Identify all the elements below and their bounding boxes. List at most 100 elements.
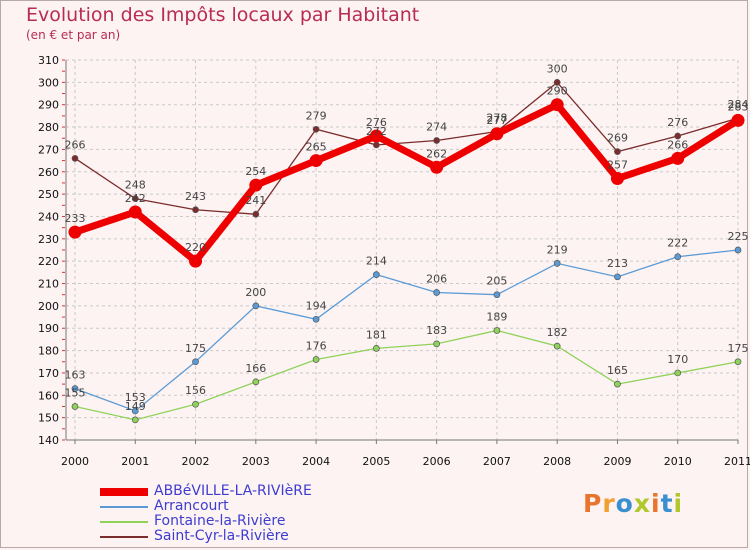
data-point <box>309 154 323 168</box>
data-label: 266 <box>667 138 688 151</box>
data-point <box>553 260 561 267</box>
legend-swatch <box>100 521 148 523</box>
data-point <box>373 271 380 278</box>
y-tick-label: 260 <box>38 166 59 179</box>
series-line <box>74 249 739 412</box>
y-tick-label: 220 <box>38 255 59 268</box>
data-point <box>674 253 682 261</box>
data-point <box>252 302 260 310</box>
data-label: 222 <box>667 237 688 250</box>
data-label: 242 <box>125 192 146 205</box>
data-label: 278 <box>486 112 507 125</box>
data-label: 149 <box>125 400 146 413</box>
data-point <box>68 225 82 239</box>
data-label: 272 <box>366 125 387 138</box>
data-label: 262 <box>426 147 447 160</box>
data-point <box>493 291 501 299</box>
data-point <box>192 206 199 214</box>
y-tick-label: 150 <box>38 412 59 425</box>
data-point <box>731 113 745 127</box>
logo-letter: i <box>651 489 661 518</box>
data-point <box>550 98 564 112</box>
data-label: 248 <box>125 179 146 192</box>
y-tick-label: 210 <box>38 278 59 291</box>
data-label: 220 <box>185 241 206 254</box>
line-chart: 140 150 160 170 180 190 200 210 220 230 240 250 260 2… <box>38 54 750 468</box>
x-tick-label: 2007 <box>483 455 511 468</box>
data-point <box>433 137 440 144</box>
data-label: 254 <box>245 165 266 178</box>
x-tick-label: 2005 <box>362 455 390 468</box>
series-line <box>74 329 739 421</box>
data-point <box>553 79 561 86</box>
data-label: 213 <box>607 257 628 270</box>
data-point <box>373 345 380 352</box>
data-point <box>131 416 139 424</box>
data-label: 166 <box>245 362 266 375</box>
data-label: 269 <box>607 132 628 145</box>
legend-item: ABBéVILLE-LA-RIVIèRE <box>100 483 420 499</box>
data-label: 276 <box>667 116 688 129</box>
data-label: 233 <box>65 212 86 225</box>
legend: ABBéVILLE-LA-RIVIèRE Arrancourt Fontaine-l… <box>100 483 420 544</box>
y-tick-label: 240 <box>38 210 59 223</box>
data-point <box>734 358 742 366</box>
data-point <box>671 151 685 165</box>
legend-label: Arrancourt <box>154 498 229 514</box>
y-tick-label: 140 <box>38 434 59 447</box>
legend-swatch <box>100 536 148 538</box>
x-tick-label: 2003 <box>242 455 270 468</box>
legend-label: Saint-Cyr-la-Rivière <box>154 528 289 544</box>
logo-letter: t <box>660 489 674 518</box>
data-point <box>249 178 263 192</box>
data-point <box>312 125 320 133</box>
legend-item: Arrancourt <box>100 498 420 514</box>
x-tick-label: 2001 <box>121 455 149 468</box>
logo-letter: x <box>633 489 651 518</box>
data-label: 283 <box>728 100 749 113</box>
data-point <box>493 327 501 334</box>
legend-swatch <box>100 506 148 508</box>
data-label: 219 <box>547 243 568 256</box>
y-tick-label: 200 <box>38 300 59 313</box>
data-label: 175 <box>185 342 206 355</box>
legend-item: Fontaine-la-Rivière <box>100 513 420 529</box>
y-tick-label: 290 <box>38 99 59 112</box>
x-tick-label: 2009 <box>603 455 631 468</box>
logo-letter: o <box>615 489 634 518</box>
series-line <box>73 100 740 267</box>
data-label: 153 <box>125 391 146 404</box>
data-point <box>734 246 742 254</box>
data-label: 300 <box>547 62 568 75</box>
data-label: 155 <box>65 386 86 399</box>
data-point <box>252 378 260 386</box>
data-point <box>614 380 621 388</box>
series-line <box>74 81 739 215</box>
data-label: 183 <box>426 324 447 337</box>
logo-letter: P <box>583 489 603 518</box>
legend-item: Saint-Cyr-la-Rivière <box>100 528 420 544</box>
data-point <box>430 160 444 174</box>
data-label: 163 <box>65 369 86 382</box>
x-tick-label: 2008 <box>543 455 571 468</box>
data-label: 176 <box>306 340 327 353</box>
data-label: 265 <box>306 141 327 154</box>
legend-swatch <box>100 488 148 496</box>
data-point <box>674 132 682 140</box>
data-label: 290 <box>547 85 568 98</box>
data-label: 182 <box>547 326 568 339</box>
x-tick-label: 2006 <box>423 455 451 468</box>
data-label: 266 <box>65 138 86 151</box>
data-point <box>71 403 79 410</box>
data-point <box>674 369 682 377</box>
data-point <box>252 210 260 218</box>
y-tick-label: 250 <box>38 188 59 201</box>
data-label: 170 <box>667 353 688 366</box>
data-label: 279 <box>306 109 327 122</box>
data-point <box>131 407 139 415</box>
data-point <box>192 400 199 408</box>
data-label: 175 <box>728 342 749 355</box>
data-label: 276 <box>366 116 387 129</box>
logo-letter: i <box>673 489 684 518</box>
